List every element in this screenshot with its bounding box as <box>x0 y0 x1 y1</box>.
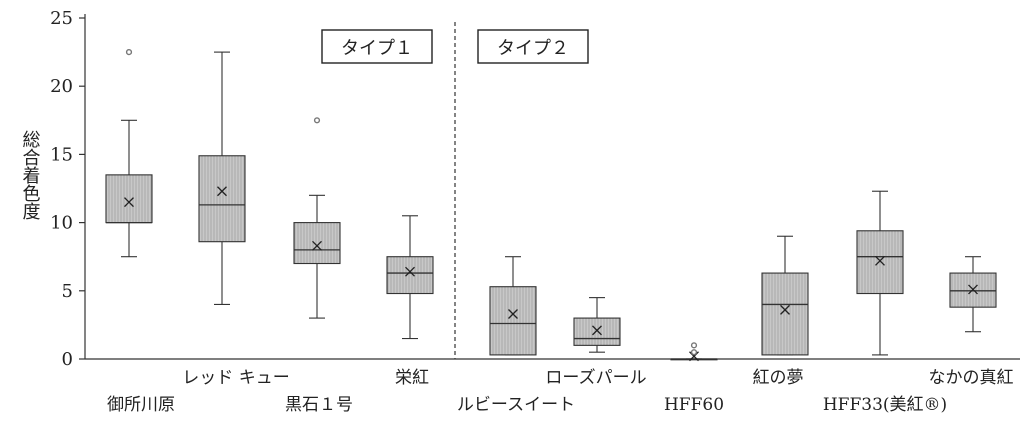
mean-marker <box>217 186 227 197</box>
mean-marker <box>508 309 518 319</box>
box-8 <box>761 235 809 356</box>
box-10 <box>949 256 997 333</box>
mean-marker <box>780 304 790 315</box>
mean-marker <box>875 255 885 266</box>
y-tick-label: 20 <box>50 76 73 97</box>
category-label: 紅の夢 <box>753 368 804 388</box>
category-label: HFF60 <box>664 395 724 415</box>
box-rect <box>386 256 434 295</box>
axes <box>84 14 1020 360</box>
box-rect <box>573 317 621 346</box>
y-tick-label: 10 <box>50 213 73 234</box>
box-9 <box>856 190 904 356</box>
category-label: HFF33(美紅®) <box>823 395 947 415</box>
y-tick-label: 0 <box>62 349 73 370</box>
mean-marker <box>124 197 134 208</box>
box-rect <box>198 155 246 243</box>
category-label: 御所川原 <box>107 395 175 415</box>
mean-marker <box>405 266 415 277</box>
outlier-point <box>125 48 133 56</box>
box-rect <box>489 286 537 356</box>
box-7 <box>670 342 718 362</box>
boxes <box>105 48 997 362</box>
box-rect <box>856 230 904 295</box>
box-5 <box>489 256 537 356</box>
box-4 <box>386 215 434 340</box>
mean-marker <box>312 240 322 251</box>
box-2 <box>198 51 246 305</box>
box-6 <box>573 297 621 353</box>
box-rect <box>293 222 341 265</box>
category-label: レッド キュー <box>182 368 289 388</box>
y-tick-label: 15 <box>50 144 73 165</box>
box-rect <box>105 174 153 224</box>
box-3 <box>293 117 341 319</box>
type2-label-box: タイプ２ <box>477 29 589 64</box>
category-label: ルビースイート <box>457 395 575 415</box>
category-label: ローズパール <box>545 368 646 388</box>
box-rect <box>761 272 809 356</box>
outlier-point <box>690 342 698 349</box>
outlier-point <box>313 117 321 124</box>
mean-marker <box>689 351 699 362</box>
category-label: 黒石１号 <box>285 395 353 415</box>
y-axis-label: 総合着色度 <box>20 130 41 220</box>
type2-label: タイプ２ <box>497 38 569 59</box>
y-ticks: 0 5 10 15 20 25 <box>50 8 85 370</box>
type1-label: タイプ１ <box>341 38 413 59</box>
mean-marker <box>968 284 978 295</box>
category-label: 栄紅 <box>395 368 429 388</box>
box-1 <box>105 48 153 258</box>
y-tick-label: 5 <box>62 281 73 302</box>
outlier-point <box>690 349 698 356</box>
category-label: なかの真紅 <box>929 368 1014 388</box>
y-tick-label: 25 <box>50 8 73 29</box>
mean-marker <box>592 325 602 336</box>
type1-label-box: タイプ１ <box>321 29 433 64</box>
